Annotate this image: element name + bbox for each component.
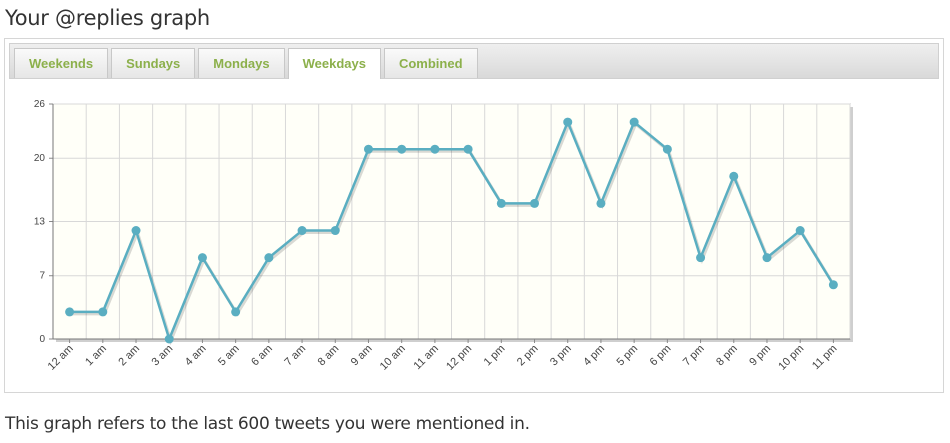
data-point xyxy=(762,253,772,263)
x-tick-label: 6 am xyxy=(249,343,275,369)
data-point xyxy=(231,307,241,317)
x-tick-label: 1 pm xyxy=(482,343,508,369)
page-title: Your @replies graph xyxy=(5,6,210,30)
data-point xyxy=(463,144,473,154)
tab-combined[interactable]: Combined xyxy=(383,48,478,78)
x-tick-label: 12 am xyxy=(46,343,76,373)
x-tick-label: 7 pm xyxy=(681,343,707,369)
tab-list: Weekends Sundays Mondays Weekdays Combin… xyxy=(14,48,481,79)
x-tick-label: 11 am xyxy=(411,343,441,373)
x-tick-label: 9 pm xyxy=(747,343,773,369)
data-point xyxy=(264,253,274,263)
x-tick-label: 10 am xyxy=(378,343,408,373)
data-point xyxy=(98,307,108,317)
x-tick-label: 3 pm xyxy=(548,343,574,369)
data-point xyxy=(397,144,407,154)
tab-bar: Weekends Sundays Mondays Weekdays Combin… xyxy=(9,43,939,79)
data-point xyxy=(131,226,141,236)
data-point xyxy=(530,198,540,208)
y-tick-label: 20 xyxy=(34,153,46,164)
x-tick-label: 7 am xyxy=(282,343,308,369)
x-tick-label: 4 pm xyxy=(581,343,607,369)
y-tick-label: 13 xyxy=(34,217,46,228)
x-tick-label: 3 am xyxy=(150,343,176,369)
data-point xyxy=(828,280,838,290)
data-point xyxy=(729,171,739,181)
x-tick-label: 6 pm xyxy=(648,343,674,369)
y-tick-label: 26 xyxy=(34,99,46,110)
x-tick-label: 10 pm xyxy=(776,343,806,373)
data-point xyxy=(696,253,706,263)
x-tick-label: 8 am xyxy=(316,343,342,369)
data-point xyxy=(164,334,174,344)
x-tick-label: 12 pm xyxy=(444,343,474,373)
y-tick-label: 0 xyxy=(39,334,45,345)
x-tick-label: 1 am xyxy=(83,343,109,369)
footer-note: This graph refers to the last 600 tweets… xyxy=(5,414,530,434)
data-point xyxy=(629,117,639,127)
data-point xyxy=(795,226,805,236)
x-tick-label: 11 pm xyxy=(810,343,840,373)
tab-sundays[interactable]: Sundays xyxy=(111,48,196,78)
data-point xyxy=(563,117,573,127)
data-point xyxy=(330,226,340,236)
y-tick-label: 7 xyxy=(39,271,45,282)
data-point xyxy=(496,198,506,208)
tab-weekdays[interactable]: Weekdays xyxy=(287,48,381,79)
x-tick-label: 2 am xyxy=(116,343,142,369)
data-point xyxy=(297,226,307,236)
x-tick-label: 8 pm xyxy=(714,343,740,369)
x-tick-label: 4 am xyxy=(183,343,209,369)
x-tick-label: 9 am xyxy=(349,343,375,369)
data-point xyxy=(430,144,440,154)
x-tick-label: 5 am xyxy=(216,343,242,369)
data-point xyxy=(65,307,75,317)
x-tick-label: 2 pm xyxy=(515,343,541,369)
data-point xyxy=(596,198,606,208)
data-point xyxy=(197,253,207,263)
tab-weekends[interactable]: Weekends xyxy=(14,48,109,78)
x-tick-label: 5 pm xyxy=(614,343,640,369)
tab-mondays[interactable]: Mondays xyxy=(198,48,285,78)
data-point xyxy=(662,144,672,154)
series-line xyxy=(69,120,835,341)
series-line-shadow xyxy=(71,120,837,346)
data-point xyxy=(363,144,373,154)
